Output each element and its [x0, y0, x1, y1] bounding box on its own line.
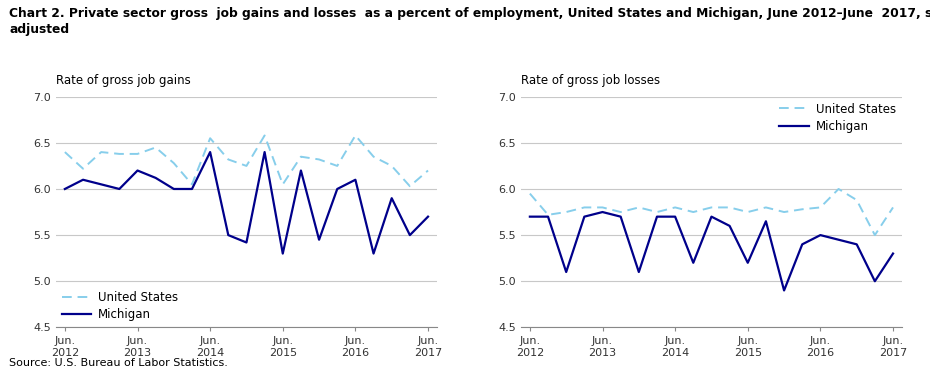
United States — [296, 154, 307, 159]
United States — [742, 210, 753, 214]
United States — [542, 212, 553, 217]
Michigan — [205, 150, 216, 154]
United States — [887, 205, 898, 210]
United States — [797, 207, 808, 212]
United States — [633, 205, 644, 210]
Michigan — [724, 224, 736, 228]
Michigan — [241, 240, 252, 245]
Michigan — [277, 251, 288, 256]
Legend: United States, Michigan: United States, Michigan — [779, 103, 897, 133]
United States — [205, 136, 216, 141]
Text: Rate of gross job gains: Rate of gross job gains — [56, 74, 191, 87]
United States — [422, 168, 433, 173]
Michigan — [77, 177, 88, 182]
Michigan — [368, 251, 379, 256]
United States — [833, 187, 844, 191]
United States — [60, 150, 71, 154]
Michigan — [60, 187, 71, 191]
Michigan — [313, 237, 325, 242]
United States — [706, 205, 717, 210]
United States — [132, 152, 143, 156]
Text: Rate of gross job losses: Rate of gross job losses — [521, 74, 660, 87]
United States — [615, 210, 626, 214]
United States — [778, 210, 790, 214]
United States — [168, 161, 179, 166]
Michigan — [259, 150, 271, 154]
United States — [241, 164, 252, 168]
Line: United States: United States — [530, 189, 893, 235]
Michigan — [815, 233, 826, 237]
Michigan — [168, 187, 179, 191]
Michigan — [405, 233, 416, 237]
Michigan — [761, 219, 772, 224]
Michigan — [186, 187, 197, 191]
Michigan — [670, 214, 681, 219]
United States — [368, 154, 379, 159]
Line: Michigan: Michigan — [530, 212, 893, 291]
United States — [651, 210, 662, 214]
United States — [113, 152, 125, 156]
Michigan — [687, 260, 698, 265]
United States — [150, 145, 161, 150]
Michigan — [651, 214, 662, 219]
United States — [386, 164, 397, 168]
United States — [597, 205, 608, 210]
United States — [761, 205, 772, 210]
United States — [259, 133, 271, 138]
Michigan — [578, 214, 590, 219]
Line: Michigan: Michigan — [65, 152, 428, 254]
United States — [222, 157, 233, 162]
Michigan — [742, 260, 753, 265]
Michigan — [870, 279, 881, 283]
United States — [313, 157, 325, 162]
United States — [405, 184, 416, 189]
United States — [851, 198, 862, 202]
Michigan — [887, 251, 898, 256]
Michigan — [797, 242, 808, 247]
Michigan — [296, 168, 307, 173]
Michigan — [150, 176, 161, 180]
Line: United States: United States — [65, 135, 428, 186]
Text: Chart 2. Private sector gross  job gains and losses  as a percent of employment,: Chart 2. Private sector gross job gains … — [9, 7, 930, 36]
Michigan — [778, 288, 790, 293]
Michigan — [332, 187, 343, 191]
Michigan — [615, 214, 626, 219]
Michigan — [422, 214, 433, 219]
Michigan — [525, 214, 536, 219]
United States — [96, 150, 107, 154]
Michigan — [222, 233, 233, 237]
United States — [561, 210, 572, 214]
United States — [870, 233, 881, 237]
United States — [332, 164, 343, 168]
Michigan — [561, 270, 572, 274]
United States — [578, 205, 590, 210]
Michigan — [542, 214, 553, 219]
Legend: United States, Michigan: United States, Michigan — [61, 291, 179, 321]
Michigan — [633, 270, 644, 274]
United States — [77, 166, 88, 171]
United States — [815, 205, 826, 210]
Michigan — [386, 196, 397, 201]
Michigan — [597, 210, 608, 214]
United States — [724, 205, 736, 210]
United States — [525, 191, 536, 196]
United States — [277, 182, 288, 187]
Michigan — [851, 242, 862, 247]
United States — [186, 182, 197, 187]
United States — [687, 210, 698, 214]
Michigan — [132, 168, 143, 173]
Text: Source: U.S. Bureau of Labor Statistics.: Source: U.S. Bureau of Labor Statistics. — [9, 358, 228, 368]
Michigan — [833, 237, 844, 242]
Michigan — [113, 187, 125, 191]
Michigan — [706, 214, 717, 219]
Michigan — [96, 182, 107, 187]
Michigan — [350, 177, 361, 182]
United States — [350, 133, 361, 138]
United States — [670, 205, 681, 210]
